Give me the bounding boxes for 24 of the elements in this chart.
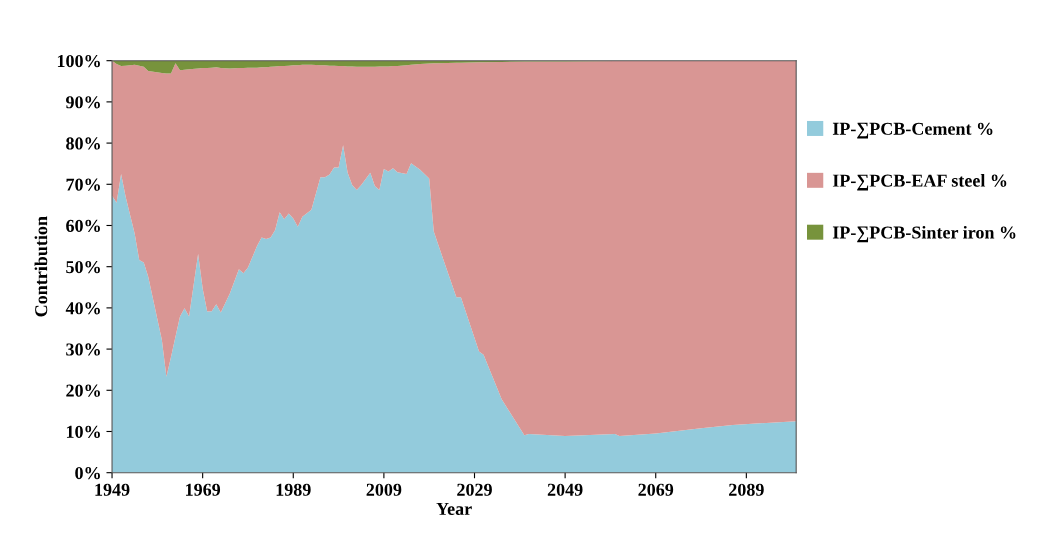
y-axis-title: Contribution xyxy=(34,216,48,317)
x-tick-label: 2049 xyxy=(547,483,583,496)
x-tick-label: 1949 xyxy=(95,483,130,496)
y-tick-label: 50% xyxy=(66,260,100,274)
x-axis-title: Year xyxy=(436,502,472,515)
y-tick-label: 0% xyxy=(75,466,100,480)
x-tick-label: 2029 xyxy=(457,483,492,496)
legend-label: IP-∑PCB-EAF steel % xyxy=(832,174,1007,191)
legend-label: IP-∑PCB-Sinter iron % xyxy=(832,225,1016,243)
y-tick-label: 60% xyxy=(66,219,100,232)
x-tick-label: 2089 xyxy=(729,483,764,496)
x-tick-label: 2009 xyxy=(366,483,402,496)
x-tick-label: 1969 xyxy=(186,483,221,496)
x-tick-label: 2069 xyxy=(638,483,674,496)
y-tick-label: 80% xyxy=(66,137,100,150)
y-tick-label: 10% xyxy=(66,425,100,438)
y-tick-label: 20% xyxy=(66,384,100,397)
y-tick-label: 100% xyxy=(57,54,100,68)
legend-label: IP-∑PCB-Cement % xyxy=(832,122,993,139)
y-tick-label: 40% xyxy=(65,302,100,315)
y-tick-label: 90% xyxy=(66,96,100,109)
y-tick-label: 30% xyxy=(66,343,100,356)
y-tick-label: 70% xyxy=(66,178,100,191)
x-tick-label: 1989 xyxy=(276,483,311,496)
